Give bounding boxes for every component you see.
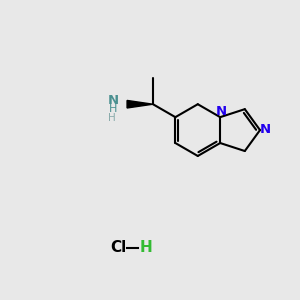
Text: Cl: Cl <box>110 240 126 255</box>
Text: H: H <box>108 113 116 123</box>
Text: N: N <box>108 94 119 107</box>
Text: N: N <box>260 123 271 136</box>
Text: N: N <box>216 105 227 118</box>
Text: H: H <box>109 104 117 114</box>
Text: H: H <box>140 240 152 255</box>
Polygon shape <box>127 100 153 108</box>
